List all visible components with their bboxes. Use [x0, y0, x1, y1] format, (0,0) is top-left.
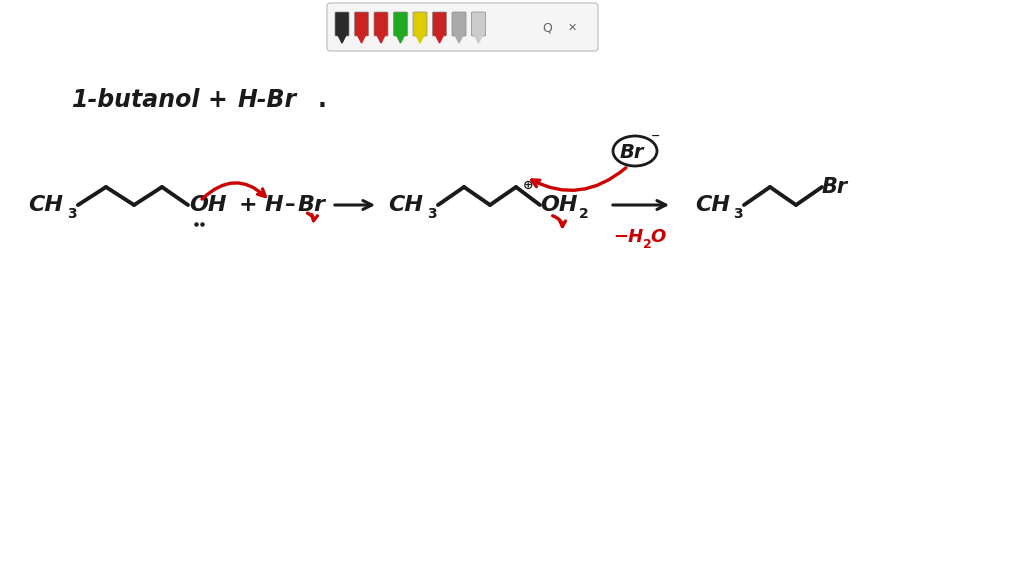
FancyArrowPatch shape [202, 183, 265, 199]
Polygon shape [455, 35, 463, 43]
Polygon shape [338, 35, 346, 43]
Text: H: H [265, 195, 284, 215]
FancyBboxPatch shape [393, 12, 408, 36]
Text: 3: 3 [67, 207, 77, 221]
FancyBboxPatch shape [374, 12, 388, 36]
Text: +: + [239, 195, 257, 215]
Text: ✕: ✕ [567, 23, 577, 33]
FancyBboxPatch shape [335, 12, 349, 36]
Text: H-Br: H-Br [238, 88, 297, 112]
FancyBboxPatch shape [327, 3, 598, 51]
Polygon shape [377, 35, 385, 43]
Text: OH: OH [540, 195, 578, 215]
Text: Br: Br [620, 143, 644, 161]
Text: .: . [318, 88, 327, 112]
Polygon shape [474, 35, 482, 43]
Text: Q: Q [542, 21, 552, 34]
FancyBboxPatch shape [413, 12, 427, 36]
Text: 3: 3 [427, 207, 436, 221]
Text: 2: 2 [579, 207, 589, 221]
Polygon shape [416, 35, 424, 43]
Polygon shape [396, 35, 404, 43]
Text: 1-butanol: 1-butanol [72, 88, 201, 112]
Text: CH: CH [695, 195, 730, 215]
FancyBboxPatch shape [354, 12, 369, 36]
Text: CH: CH [388, 195, 423, 215]
FancyArrowPatch shape [553, 216, 565, 227]
Text: Br: Br [298, 195, 326, 215]
Polygon shape [357, 35, 366, 43]
Text: ⊕: ⊕ [522, 179, 534, 191]
Text: CH: CH [28, 195, 63, 215]
FancyBboxPatch shape [452, 12, 466, 36]
FancyBboxPatch shape [432, 12, 446, 36]
Text: O: O [650, 228, 666, 246]
FancyArrowPatch shape [307, 213, 317, 220]
Text: Br: Br [822, 177, 848, 197]
Text: −H: −H [613, 228, 643, 246]
FancyArrowPatch shape [531, 168, 626, 190]
Text: −: − [651, 131, 660, 141]
Text: +: + [208, 88, 227, 112]
Text: OH: OH [189, 195, 226, 215]
Text: 2: 2 [643, 238, 651, 252]
Text: 3: 3 [733, 207, 742, 221]
FancyBboxPatch shape [471, 12, 485, 36]
Text: –: – [285, 195, 296, 215]
Polygon shape [435, 35, 443, 43]
